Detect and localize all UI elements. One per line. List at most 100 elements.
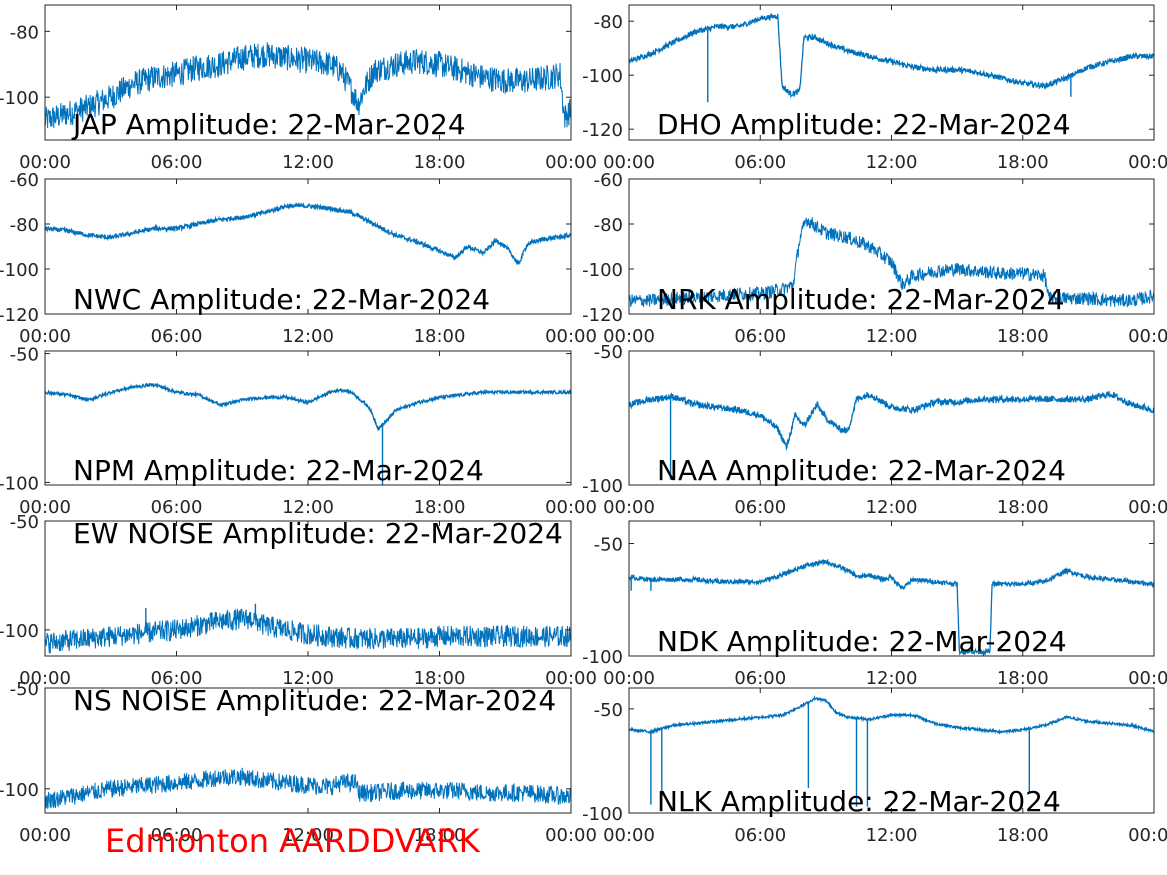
chart-panel: 00:00 06:00 12:00 18:00 00:00 -50 -100 EW NOISE… [0, 512, 597, 689]
y-tick-label: -60 [594, 170, 623, 191]
x-tick-label: 00:00 [1128, 668, 1167, 689]
x-tick-label: 00:00 [1128, 152, 1167, 173]
x-tick-label: 06:00 [151, 152, 203, 173]
x-tick-label: 12:00 [282, 497, 334, 518]
chart-panel: 00:00 06:00 12:00 18:00 00:00 -80 -100 JAP Ampl… [0, 4, 597, 173]
x-tick-label: 00:00 [1128, 326, 1167, 347]
y-tick-label: -50 [10, 512, 39, 533]
x-tick-label: 00:00 [19, 825, 71, 846]
chart-panel: 00:00 06:00 12:00 18:00 00:00 -50 -100 NPM Ampl… [0, 345, 597, 518]
station-label: Edmonton AARDDVARK [105, 822, 481, 860]
y-tick-label: -50 [594, 700, 623, 721]
chart-panel: 00:00 06:00 12:00 18:00 00:00 -50 -100 NLK Ampl… [582, 687, 1167, 846]
x-tick-label: 12:00 [866, 326, 918, 347]
x-tick-label: 06:00 [734, 326, 786, 347]
y-tick-label: -100 [582, 647, 623, 668]
x-tick-label: 12:00 [282, 326, 334, 347]
x-tick-label: 12:00 [282, 825, 334, 846]
x-tick-label: 00:00 [545, 668, 597, 689]
x-tick-label: 18:00 [414, 152, 466, 173]
panel-title: JAP Amplitude: 22-Mar-2024 [71, 108, 466, 141]
chart-panel: 00:00 06:00 12:00 18:00 00:00 -50 -100 NAA Ampl… [582, 342, 1167, 518]
x-tick-label: 00:00 [603, 825, 655, 846]
series-line [45, 42, 571, 129]
series-line [629, 695, 1154, 736]
x-tick-label: 00:00 [19, 497, 71, 518]
chart-panel: 00:00 06:00 12:00 18:00 00:00 -60 -80 -100 -120 N… [0, 170, 597, 347]
series-line [629, 217, 1154, 308]
series-line [45, 767, 571, 809]
y-tick-label: -50 [594, 535, 623, 556]
x-tick-label: 06:00 [734, 497, 786, 518]
chart-panel: 00:00 06:00 12:00 18:00 00:00 -80 -100 -120 DHO … [582, 4, 1167, 173]
panel-title: NS NOISE Amplitude: 22-Mar-2024 [73, 684, 556, 717]
series-line [629, 390, 1154, 451]
x-tick-label: 12:00 [866, 668, 918, 689]
y-tick-label: -80 [10, 22, 39, 43]
x-tick-label: 00:00 [19, 152, 71, 173]
panel-title: NAA Amplitude: 22-Mar-2024 [657, 454, 1066, 487]
chart-panel: 00:00 06:00 12:00 18:00 00:00 -50 -100 NS NOISE… [0, 679, 597, 846]
x-tick-label: 18:00 [997, 326, 1049, 347]
x-tick-label: 06:00 [151, 497, 203, 518]
panel-title: NPM Amplitude: 22-Mar-2024 [73, 454, 484, 487]
x-tick-label: 06:00 [734, 668, 786, 689]
y-tick-label: -100 [582, 476, 623, 497]
y-tick-label: -100 [0, 621, 39, 642]
x-tick-label: 00:00 [545, 152, 597, 173]
y-tick-label: -50 [10, 679, 39, 700]
y-tick-label: -100 [0, 473, 39, 494]
x-tick-label: 12:00 [866, 497, 918, 518]
x-tick-label: 12:00 [282, 668, 334, 689]
y-tick-label: -50 [10, 345, 39, 366]
series-line [45, 201, 571, 266]
series-line [45, 608, 571, 654]
panels: 00:00 06:00 12:00 18:00 00:00 -80 -100 JAP Ampl… [0, 4, 1167, 846]
panel-title: NDK Amplitude: 22-Mar-2024 [657, 625, 1067, 658]
x-tick-label: 00:00 [603, 497, 655, 518]
y-tick-label: -120 [582, 120, 623, 141]
x-tick-label: 00:00 [545, 497, 597, 518]
y-tick-label: -100 [582, 66, 623, 87]
y-tick-label: -100 [582, 804, 623, 825]
x-tick-label: 00:00 [603, 326, 655, 347]
series-line [629, 558, 1154, 656]
chart-panel: 00:00 06:00 12:00 18:00 00:00 -60 -80 -100 -120 N… [582, 170, 1167, 347]
x-tick-label: 00:00 [19, 326, 71, 347]
panel-title: EW NOISE Amplitude: 22-Mar-2024 [73, 517, 563, 550]
y-tick-label: -100 [0, 88, 39, 109]
x-tick-label: 00:00 [545, 326, 597, 347]
x-tick-label: 00:00 [1128, 497, 1167, 518]
panel-title: NRK Amplitude: 22-Mar-2024 [657, 283, 1065, 316]
x-tick-label: 00:00 [603, 152, 655, 173]
y-tick-label: -80 [594, 215, 623, 236]
y-tick-label: -50 [594, 342, 623, 363]
x-tick-label: 06:00 [151, 668, 203, 689]
panel-title: DHO Amplitude: 22-Mar-2024 [657, 108, 1071, 141]
series-line [629, 12, 1154, 99]
x-tick-label: 00:00 [545, 825, 597, 846]
x-tick-label: 06:00 [151, 326, 203, 347]
y-tick-label: -100 [0, 260, 39, 281]
x-tick-label: 18:00 [997, 668, 1049, 689]
x-tick-label: 12:00 [866, 825, 918, 846]
x-tick-label: 18:00 [414, 825, 466, 846]
x-tick-label: 12:00 [282, 152, 334, 173]
x-tick-label: 06:00 [734, 152, 786, 173]
panel-title: NWC Amplitude: 22-Mar-2024 [73, 283, 490, 316]
x-tick-label: 12:00 [866, 152, 918, 173]
y-tick-label: -80 [594, 12, 623, 33]
panel-title: NLK Amplitude: 22-Mar-2024 [657, 785, 1061, 818]
x-tick-label: 18:00 [414, 326, 466, 347]
x-tick-label: 00:00 [1128, 825, 1167, 846]
y-tick-label: -80 [10, 215, 39, 236]
chart-panel: 00:00 06:00 12:00 18:00 00:00 -50 -100 NDK Ampl… [582, 520, 1167, 689]
x-tick-label: 18:00 [997, 152, 1049, 173]
y-tick-label: -100 [582, 260, 623, 281]
y-tick-label: -60 [10, 170, 39, 191]
series-line [45, 382, 571, 432]
x-tick-label: 06:00 [151, 825, 203, 846]
y-tick-label: -120 [0, 305, 39, 326]
x-tick-label: 18:00 [997, 497, 1049, 518]
